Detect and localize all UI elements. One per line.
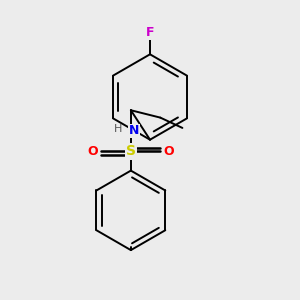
Text: S: S [126,145,136,158]
Text: O: O [163,145,174,158]
Text: H: H [113,124,122,134]
Text: N: N [129,124,139,137]
Text: O: O [88,145,98,158]
Text: F: F [146,26,154,39]
